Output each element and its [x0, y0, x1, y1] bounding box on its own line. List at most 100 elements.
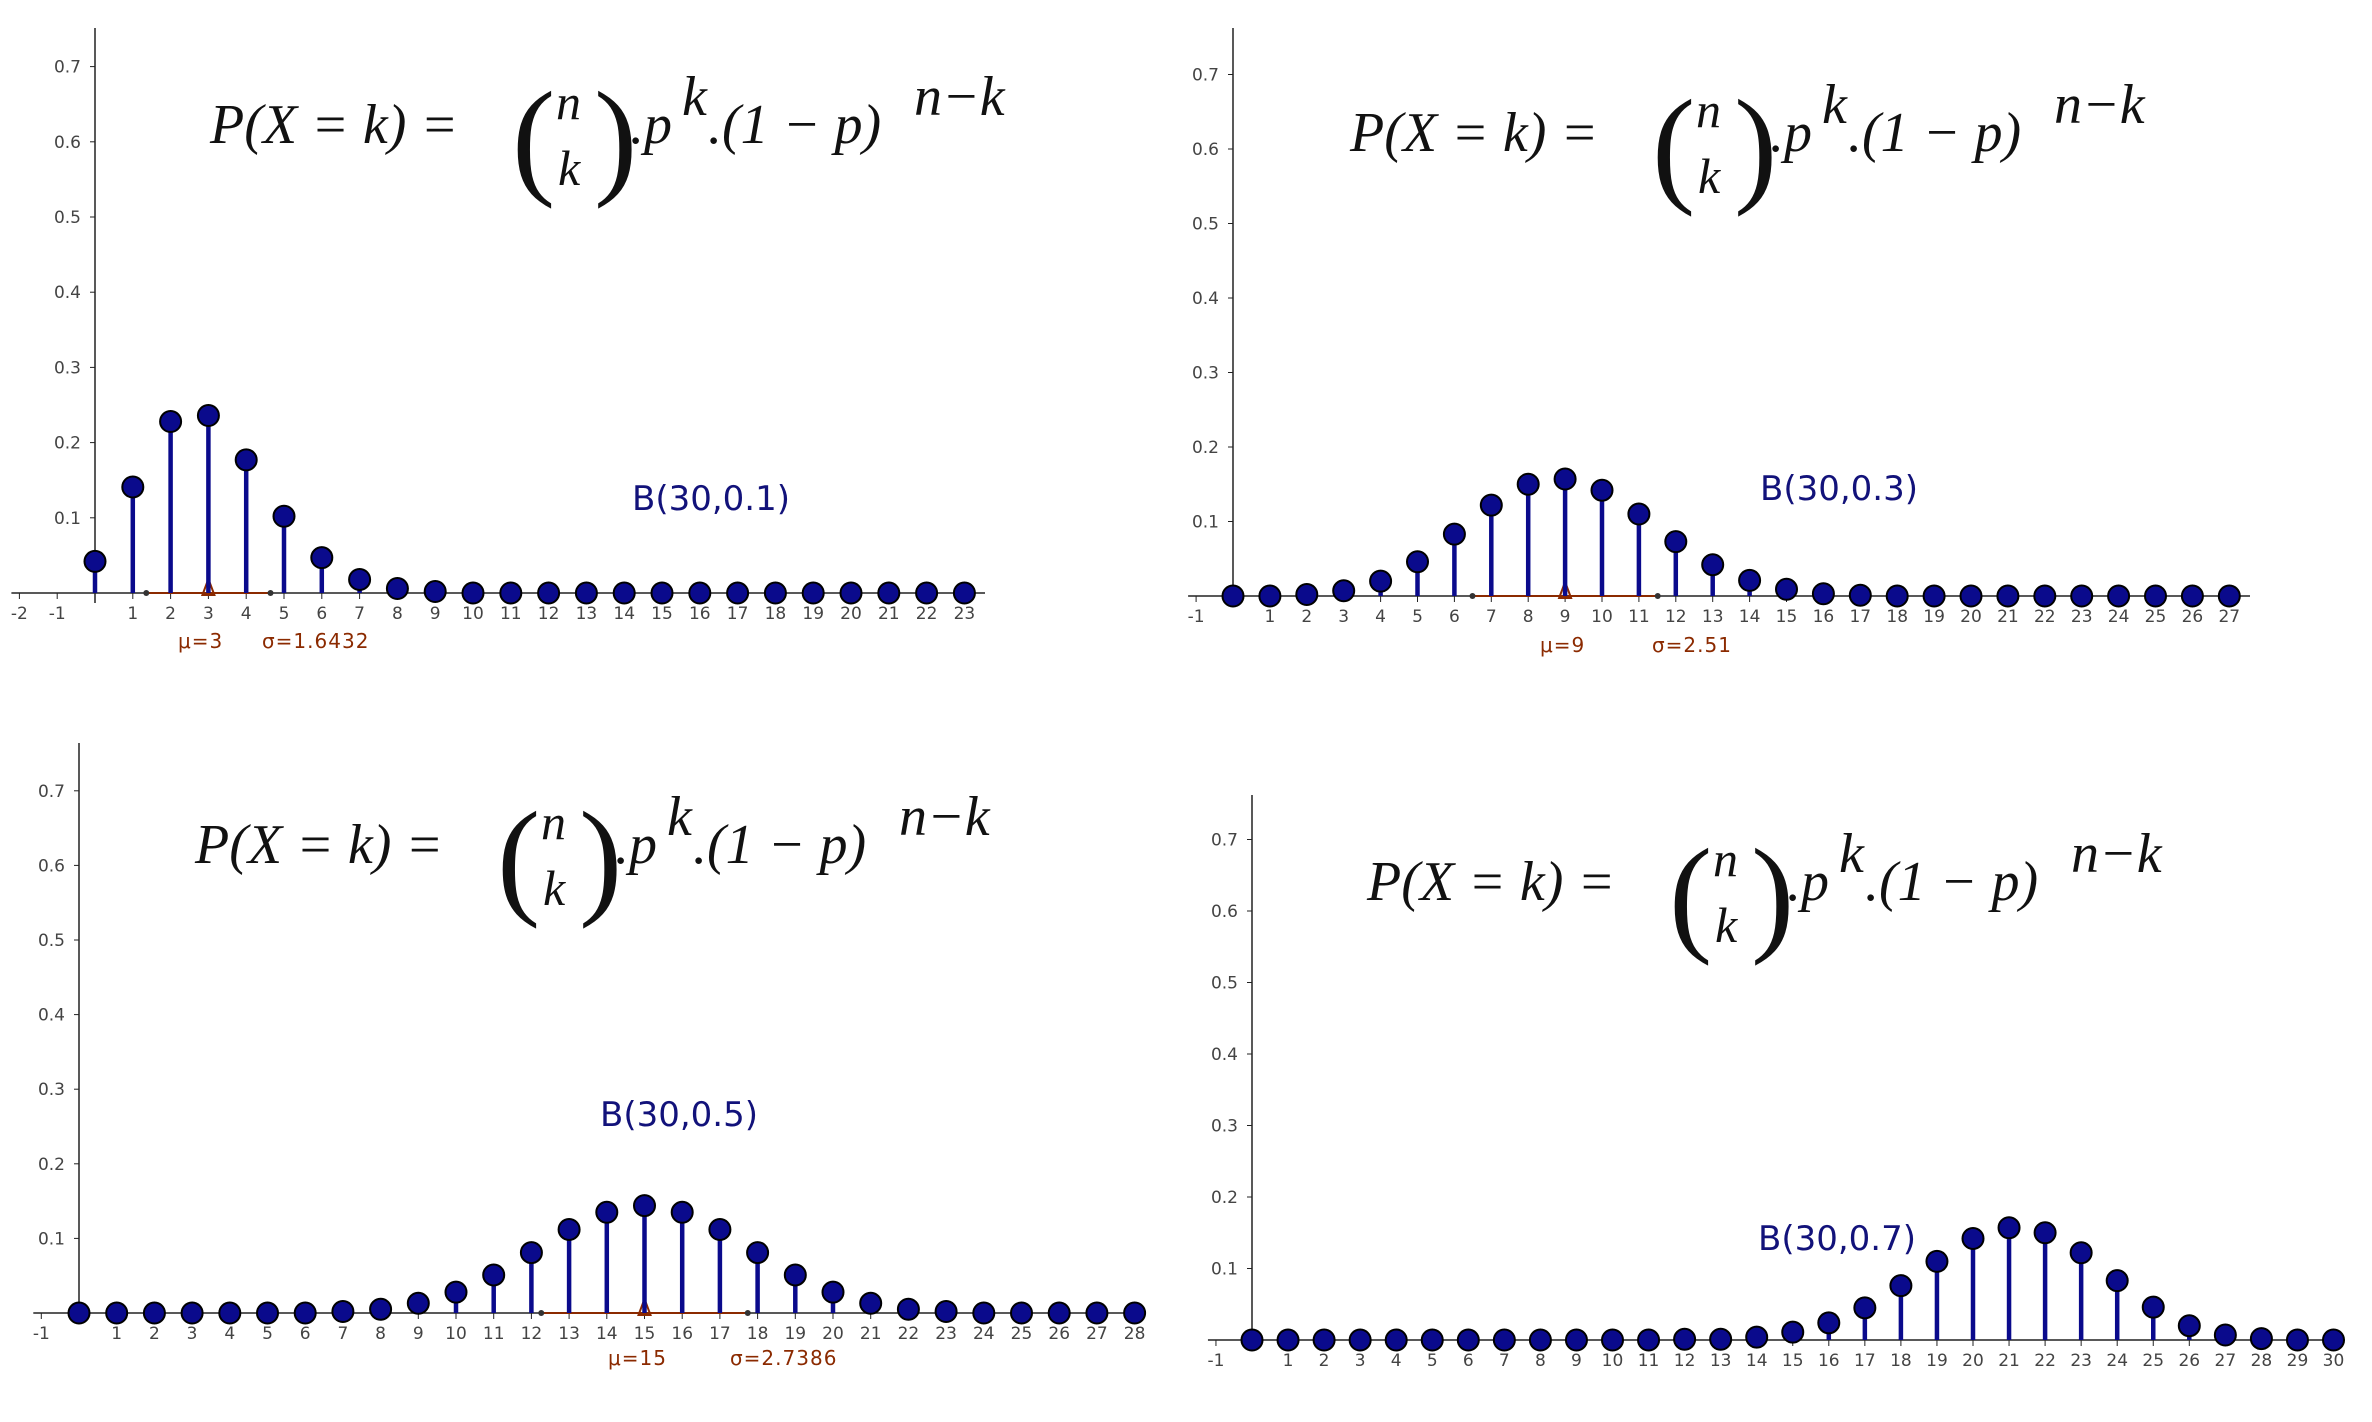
data-point: [1085, 1301, 1109, 1325]
binomial-paren-left: (: [497, 786, 540, 930]
data-point: [708, 1217, 732, 1241]
chart-panel-1: 0.10.20.30.40.50.60.7-2 -1 1 2 3 4 5 6 7 8 9 10 11 12…: [11, 28, 1006, 653]
data-point: [1348, 1328, 1372, 1352]
x-tick-label: 20: [822, 1324, 844, 1344]
x-tick-label: 11: [1628, 607, 1650, 627]
x-tick-label: -1: [33, 1324, 50, 1344]
binomial-formula: P(X = k) =(nk).p k .(1 − p) n−k: [1366, 823, 2163, 967]
x-tick-label: 1: [1283, 1351, 1294, 1371]
x-tick-label: 14: [1746, 1351, 1768, 1371]
mean-marker-icon: [637, 1296, 652, 1316]
binomial-paren-right: ): [1734, 74, 1777, 218]
data-point: [2285, 1328, 2309, 1352]
x-tick-label: 17: [1854, 1351, 1876, 1371]
distribution-label: B(30,0.3): [1760, 469, 1918, 509]
data-point: [1885, 584, 1909, 608]
x-tick-label: 4: [1391, 1351, 1402, 1371]
data-point: [121, 475, 145, 499]
data-point: [256, 1301, 279, 1325]
x-tick-label: 1: [1264, 607, 1275, 627]
x-tick-label: 16: [671, 1324, 693, 1344]
y-tick-label: 0.5: [54, 208, 81, 228]
sigma-left-point: [1469, 593, 1476, 599]
sigma-right-point: [267, 590, 274, 596]
data-point: [1516, 472, 1540, 496]
data-point: [1889, 1274, 1913, 1298]
x-tick-label: 12: [1665, 607, 1687, 627]
data-point: [293, 1301, 317, 1325]
binomial-paren-right: ): [579, 786, 622, 930]
y-tick-label: 0.5: [1211, 974, 1238, 994]
data-point: [972, 1301, 996, 1325]
data-point: [331, 1300, 355, 1324]
x-tick-label: 15: [651, 604, 673, 624]
data-point: [444, 1280, 468, 1304]
data-point: [105, 1301, 129, 1325]
x-tick-label: 3: [1338, 607, 1349, 627]
x-tick-label: 5: [262, 1324, 273, 1344]
formula-n-minus-k-exponent: n−k: [2054, 74, 2146, 136]
x-tick-label: 7: [354, 604, 365, 624]
y-tick-label: 0.3: [1192, 364, 1219, 384]
data-point: [348, 567, 372, 591]
x-tick-label: 17: [727, 604, 749, 624]
distribution-label: B(30,0.5): [600, 1095, 758, 1135]
data-point: [1673, 1327, 1697, 1351]
sigma-right-point: [744, 1310, 751, 1316]
x-tick-label: 2: [1319, 1351, 1330, 1371]
data-point: [2069, 1241, 2093, 1265]
x-tick-label: 18: [1890, 1351, 1912, 1371]
data-point: [1961, 1226, 1985, 1250]
formula-n-minus-k-exponent: n−k: [899, 786, 991, 848]
data-point: [877, 581, 901, 605]
data-point: [310, 546, 334, 570]
x-tick-label: 22: [916, 604, 938, 624]
data-point: [1564, 1328, 1588, 1352]
data-point: [859, 1291, 883, 1315]
formula-factor: .(1 − p): [693, 814, 866, 876]
data-point: [1701, 553, 1725, 577]
binomial-paren-left: (: [1669, 823, 1712, 967]
formula-lhs: P(X = k) =: [194, 814, 443, 876]
data-point: [159, 410, 183, 434]
x-tick-label: 10: [462, 604, 484, 624]
y-tick-label: 0.1: [1211, 1260, 1238, 1280]
data-point: [142, 1301, 166, 1325]
x-tick-label: 5: [1412, 607, 1423, 627]
x-tick-label: 23: [2071, 607, 2093, 627]
data-point: [537, 581, 561, 605]
data-point: [385, 576, 409, 600]
data-point: [783, 1263, 807, 1287]
data-point: [1853, 1296, 1877, 1320]
x-tick-label: 9: [1560, 607, 1571, 627]
mean-label: μ=15: [608, 1346, 667, 1370]
data-point: [1384, 1328, 1408, 1352]
binomial-formula: P(X = k) =(nk).p k .(1 − p) n−k: [1349, 74, 2146, 218]
data-point: [952, 581, 976, 605]
data-point: [1709, 1327, 1733, 1351]
data-point: [1811, 582, 1835, 606]
data-point: [1627, 502, 1651, 526]
x-tick-label: 24: [2106, 1351, 2128, 1371]
x-tick-label: 8: [1535, 1351, 1546, 1371]
data-point: [1996, 584, 2020, 608]
x-tick-label: 13: [576, 604, 598, 624]
chart-panel-2: 0.10.20.30.40.50.60.7-1 1 2 3 4 5 6 7 8 9 10 11 12 13…: [1188, 28, 2250, 657]
x-tick-label: 1: [127, 604, 138, 624]
data-point: [1817, 1311, 1841, 1335]
data-point: [1738, 568, 1762, 592]
x-tick-label: 19: [784, 1324, 806, 1344]
data-point: [650, 581, 674, 605]
binomial-n: n: [541, 794, 566, 850]
std-dev-label: σ=2.51: [1652, 633, 1732, 657]
data-point: [821, 1280, 845, 1304]
x-tick-label: 3: [1355, 1351, 1366, 1371]
x-tick-label: 3: [203, 604, 214, 624]
sigma-left-point: [538, 1310, 545, 1316]
y-tick-label: 0.2: [54, 434, 81, 454]
data-point: [482, 1263, 506, 1287]
distribution-label: B(30,0.7): [1758, 1219, 1916, 1259]
x-tick-label: 9: [1571, 1351, 1582, 1371]
x-tick-label: 21: [1998, 1351, 2020, 1371]
x-tick-label: 21: [1997, 607, 2019, 627]
